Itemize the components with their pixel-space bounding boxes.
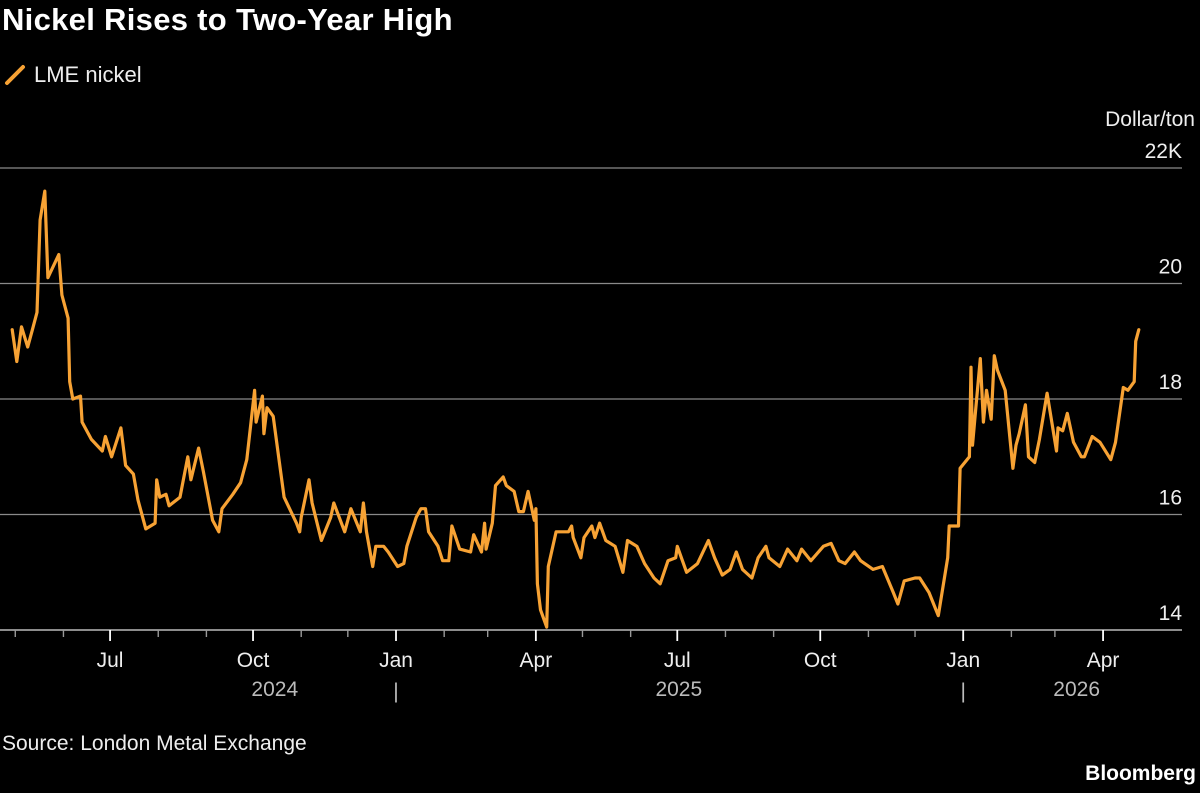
- x-tick-label: Jan: [379, 649, 413, 672]
- y-tick-labels: 22K 20 18 16 14: [1145, 140, 1183, 625]
- y-tick-label: 20: [1159, 256, 1182, 279]
- y-tick-label: 14: [1159, 602, 1183, 625]
- grid-lines: [0, 167, 1182, 516]
- y-tick-label: 16: [1159, 487, 1182, 510]
- x-year-label: 2024: [251, 678, 298, 701]
- x-year-label: 2025: [655, 678, 702, 701]
- legend-line-icon: [5, 65, 25, 85]
- x-year-label: 2026: [1053, 678, 1100, 701]
- year-separator: |: [393, 680, 398, 703]
- x-tick-label: Oct: [804, 649, 837, 672]
- bloomberg-logo: Bloomberg: [1085, 762, 1196, 785]
- x-tick-label: Oct: [237, 649, 270, 672]
- x-tick-label: Apr: [1087, 649, 1120, 672]
- legend-label: LME nickel: [34, 62, 142, 87]
- year-separator: |: [960, 680, 965, 703]
- chart-title: Nickel Rises to Two-Year High: [2, 2, 453, 37]
- x-tick-label: Apr: [520, 649, 553, 672]
- x-axis: Jul Oct Jan Apr Jul Oct Jan Apr 2024 2025 2026 | |: [0, 629, 1182, 703]
- source-note: Source: London Metal Exchange: [2, 732, 307, 755]
- y-axis-label: Dollar/ton: [1105, 108, 1195, 131]
- legend: LME nickel: [4, 62, 142, 88]
- series-line-lme-nickel: [10, 189, 1141, 629]
- x-tick-label: Jan: [946, 649, 980, 672]
- x-tick-label: Jul: [664, 649, 691, 672]
- y-tick-label: 18: [1159, 371, 1182, 394]
- y-tick-label: 22K: [1145, 140, 1182, 163]
- x-tick-label: Jul: [97, 649, 124, 672]
